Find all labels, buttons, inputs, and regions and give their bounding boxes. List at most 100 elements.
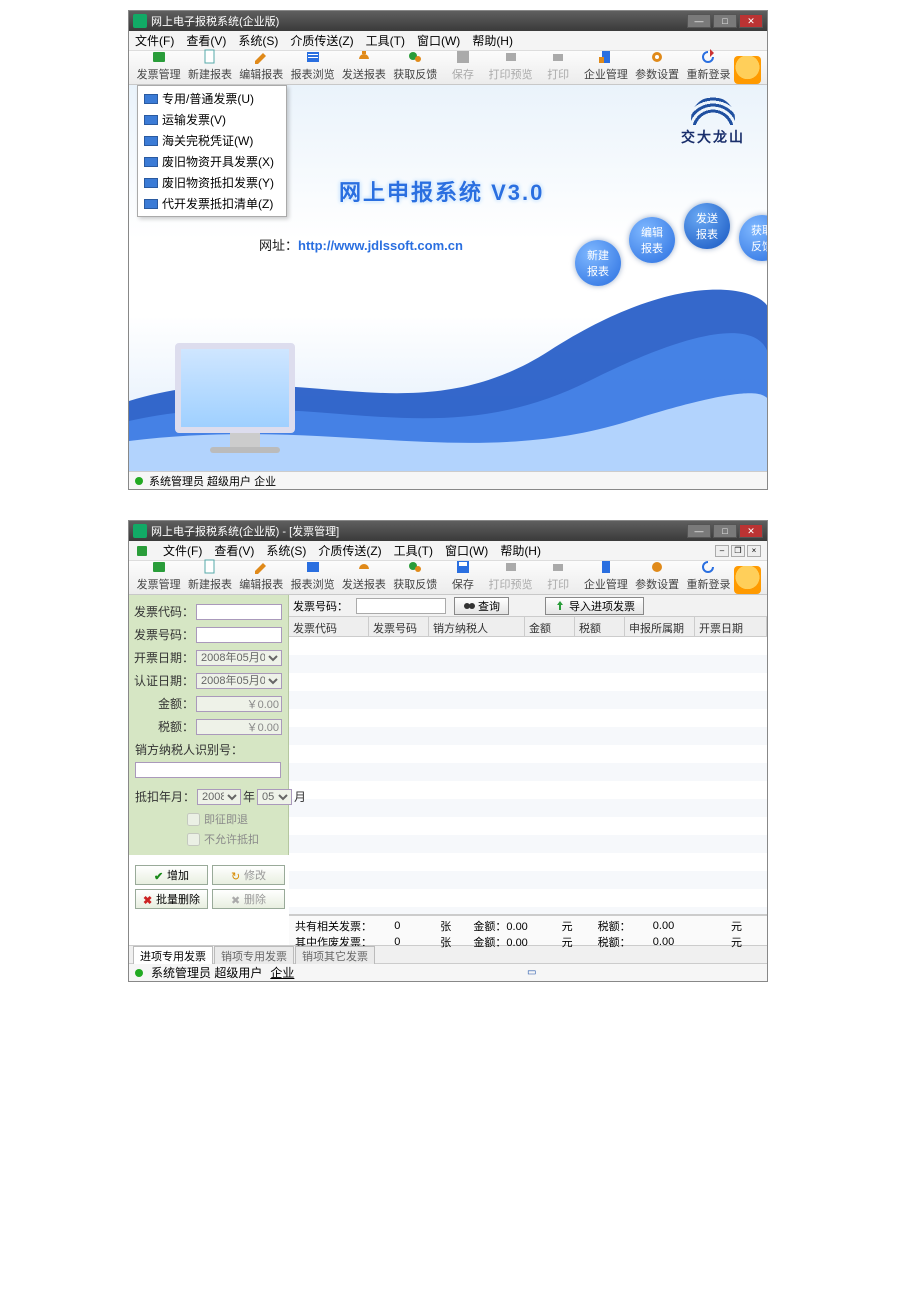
bubble-send-report[interactable]: 发送 报表 (684, 203, 730, 249)
search-bar: 发票号码： 查询 导入进项发票 (289, 595, 767, 617)
bubble-edit-report[interactable]: 编辑 报表 (629, 217, 675, 263)
tb-invoice-mgmt[interactable]: 发票管理 (133, 557, 184, 594)
tb-invoice-mgmt[interactable]: 发票管理 (133, 47, 184, 84)
dd-special-invoice[interactable]: 专用/普通发票(U) (138, 88, 286, 109)
status-user: 系统管理员 超级用户 (151, 964, 262, 981)
close-button[interactable]: ✕ (739, 524, 763, 538)
input-invoice-no[interactable] (196, 627, 282, 643)
mdi-restore[interactable]: ❐ (731, 545, 745, 557)
lbl-seller-id: 销方纳税人识别号： (135, 743, 243, 757)
app-icon (133, 524, 147, 538)
tb-edit-report[interactable]: 编辑报表 (236, 557, 287, 594)
select-deduct-month[interactable]: 05 (257, 789, 292, 805)
app-icon (133, 14, 147, 28)
dd-scrap-deduct[interactable]: 废旧物资抵扣发票(Y) (138, 172, 286, 193)
tab-output-special[interactable]: 销项专用发票 (214, 946, 294, 964)
main-pane: 发票号码： 查询 导入进项发票 发票代码 发票号码 销方纳税人 金额 税额 申报… (289, 595, 767, 945)
maximize-button[interactable]: □ (713, 524, 737, 538)
statusbar: 系统管理员 超级用户 企业 (129, 471, 767, 489)
col-amount[interactable]: 金额 (525, 617, 575, 636)
tb-get-feedback[interactable]: 获取反馈 (390, 557, 441, 594)
lbl-invoice-code: 发票代码： (134, 603, 194, 620)
tb-send-report[interactable]: 发送报表 (338, 47, 389, 84)
sum-r1-tax-unit: 元 (731, 918, 761, 934)
mdi-min[interactable]: – (715, 545, 729, 557)
tb-print-preview: 打印预览 (485, 557, 536, 594)
lbl-cert-date: 认证日期： (134, 672, 194, 689)
tb-enterprise[interactable]: 企业管理 (580, 47, 631, 84)
btn-add[interactable]: ✔增加 (135, 865, 208, 885)
form-icon (144, 115, 158, 125)
lbl-chk2: 不允许抵扣 (204, 831, 259, 847)
banner-title: 网上申报系统 V3.0 (339, 175, 544, 207)
status-dot-icon (135, 477, 143, 485)
lbl-amount: 金额： (158, 695, 194, 712)
tb-browse-report[interactable]: 报表浏览 (287, 47, 338, 84)
input-seller-id[interactable] (135, 762, 281, 778)
close-button[interactable]: ✕ (739, 14, 763, 28)
btn-query[interactable]: 查询 (454, 597, 509, 615)
minimize-button[interactable]: — (687, 14, 711, 28)
mdi-controls: – ❐ × (715, 545, 761, 557)
minimize-button[interactable]: — (687, 524, 711, 538)
input-invoice-code[interactable] (196, 604, 282, 620)
select-cert-date[interactable]: 2008年05月01日 (196, 673, 282, 689)
col-seller[interactable]: 销方纳税人 (429, 617, 525, 636)
tb-settings[interactable]: 参数设置 (632, 47, 683, 84)
bubble-get-feedback[interactable]: 获取 反馈 (739, 215, 767, 261)
dd-scrap-issue[interactable]: 废旧物资开具发票(X) (138, 151, 286, 172)
tb-enterprise[interactable]: 企业管理 (580, 557, 631, 594)
tb-settings[interactable]: 参数设置 (632, 557, 683, 594)
status-mid-icon: ▭ (527, 967, 536, 978)
input-amount[interactable] (196, 696, 282, 712)
lbl-tax: 税额： (158, 718, 194, 735)
dd-proxy-deduct-list[interactable]: 代开发票抵扣清单(Z) (138, 193, 286, 214)
titlebar: 网上电子报税系统(企业版) — □ ✕ (129, 11, 767, 31)
tb-browse-report[interactable]: 报表浏览 (287, 557, 338, 594)
tab-input-special[interactable]: 进项专用发票 (133, 946, 213, 964)
sum-r1-count: 0 (394, 920, 434, 932)
col-issue-date[interactable]: 开票日期 (695, 617, 767, 636)
tb-new-report[interactable]: 新建报表 (184, 557, 235, 594)
tb-edit-report[interactable]: 编辑报表 (236, 47, 287, 84)
form-icon (144, 178, 158, 188)
dd-transport-invoice[interactable]: 运输发票(V) (138, 109, 286, 130)
url-link[interactable]: http://www.jdlssoft.com.cn (298, 238, 463, 253)
titlebar: 网上电子报税系统(企业版) - [发票管理] — □ ✕ (129, 521, 767, 541)
mascot-icon (734, 56, 761, 84)
tb-get-feedback[interactable]: 获取反馈 (390, 47, 441, 84)
tb-save: 保存 (441, 47, 485, 84)
input-tax[interactable] (196, 719, 282, 735)
select-issue-date[interactable]: 2008年05月01日 (196, 650, 282, 666)
refresh-icon: ↻ (231, 870, 241, 880)
bubble-new-report[interactable]: 新建 报表 (575, 240, 621, 286)
grid-body[interactable] (289, 637, 767, 915)
tb-new-report[interactable]: 新建报表 (184, 47, 235, 84)
mdi-doc-icon (135, 544, 149, 558)
tb-send-report[interactable]: 发送报表 (338, 557, 389, 594)
col-invoice-code[interactable]: 发票代码 (289, 617, 369, 636)
url-label: 网址： (259, 238, 298, 253)
tb-relogin[interactable]: 重新登录 (683, 47, 734, 84)
sum-r2-count: 0 (394, 936, 434, 948)
sum-r1-label: 共有相关发票： (295, 918, 388, 934)
status-text: 系统管理员 超级用户 企业 (149, 473, 276, 489)
tb-print: 打印 (536, 47, 580, 84)
col-invoice-no[interactable]: 发票号码 (369, 617, 429, 636)
tb-save[interactable]: 保存 (441, 557, 485, 594)
sum-r2-unit: 张 (440, 934, 467, 950)
tab-output-other[interactable]: 销项其它发票 (295, 946, 375, 964)
dd-customs-voucher[interactable]: 海关完税凭证(W) (138, 130, 286, 151)
chk-no-deduct (187, 833, 200, 846)
maximize-button[interactable]: □ (713, 14, 737, 28)
tb-relogin[interactable]: 重新登录 (683, 557, 734, 594)
select-deduct-year[interactable]: 2008 (197, 789, 241, 805)
col-period[interactable]: 申报所属期 (625, 617, 695, 636)
btn-import-invoice[interactable]: 导入进项发票 (545, 597, 644, 615)
logo-text: 交大龙山 (681, 127, 745, 147)
mdi-close[interactable]: × (747, 545, 761, 557)
btn-batch-delete[interactable]: ✖批量删除 (135, 889, 208, 909)
col-tax[interactable]: 税额 (575, 617, 625, 636)
input-search-invoice-no[interactable] (356, 598, 446, 614)
form-icon (144, 199, 158, 209)
